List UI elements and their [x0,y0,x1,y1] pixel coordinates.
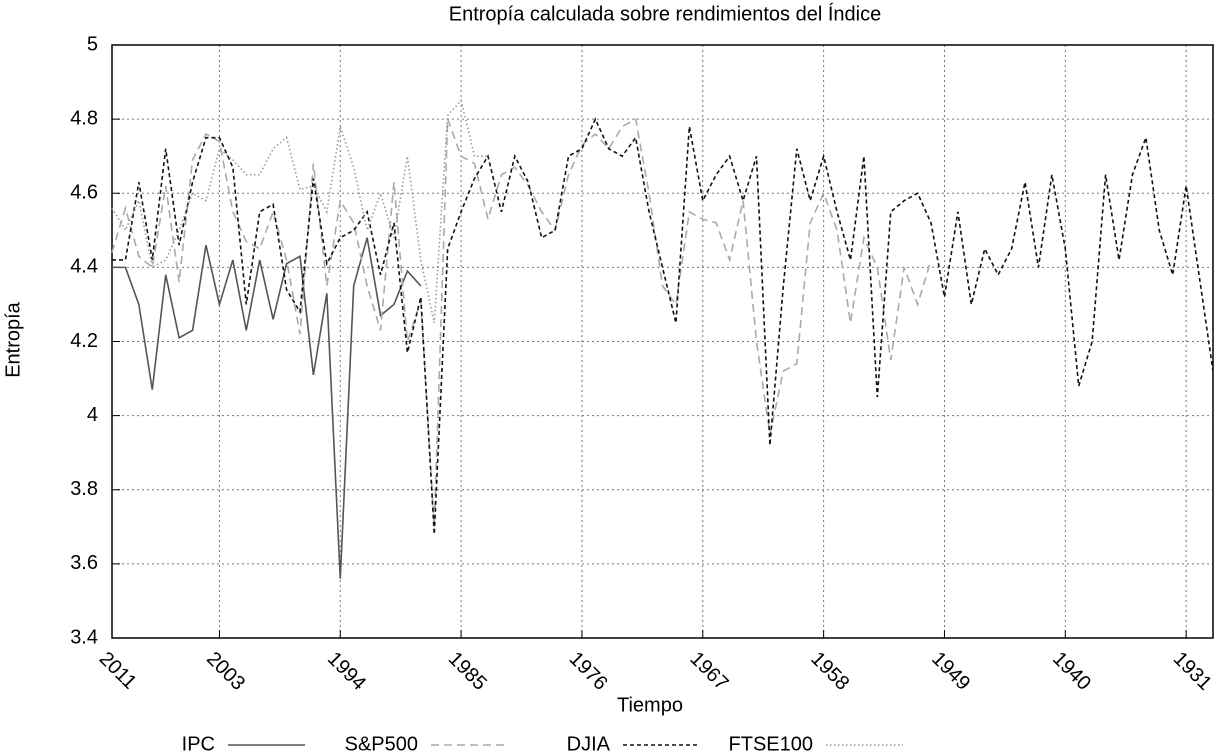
y-axis-label: Entropía [2,301,24,377]
x-tick-label: 1931 [1169,648,1216,695]
x-tick-label: 1967 [686,648,733,695]
x-tick-label: 1958 [806,648,853,695]
y-tick-label: 3.6 [70,552,98,574]
y-tick-label: 3.8 [70,478,98,500]
x-tick-label: 1985 [444,648,491,695]
chart-title: Entropía calculada sobre rendimientos de… [449,2,881,25]
series-line [111,98,488,324]
y-tick-label: 4.8 [70,107,98,129]
x-axis-label: Tiempo [617,694,683,716]
x-tick-label: 1994 [323,648,370,695]
y-tick-label: 5 [87,33,98,55]
legend-label: S&P500 [345,733,418,755]
y-tick-label: 4.4 [70,256,98,278]
legend-label: IPC [182,733,215,755]
series-line [112,237,422,579]
x-tick-label: 1976 [565,648,612,695]
y-tick-label: 4.6 [70,182,98,204]
series-line [111,117,932,527]
legend-label: DJIA [567,733,611,755]
legend-label: FTSE100 [729,733,813,755]
x-tick-label: 1940 [1048,648,1095,695]
x-tick-label: 2003 [202,648,249,695]
y-tick-label: 4 [87,404,98,426]
y-tick-label: 4.2 [70,330,98,352]
x-tick-label: 2011 [95,648,141,694]
series-line [112,117,1214,535]
y-tick-label: 3.4 [70,626,98,648]
plot-frame [111,44,1214,639]
x-tick-label: 1949 [927,648,974,695]
